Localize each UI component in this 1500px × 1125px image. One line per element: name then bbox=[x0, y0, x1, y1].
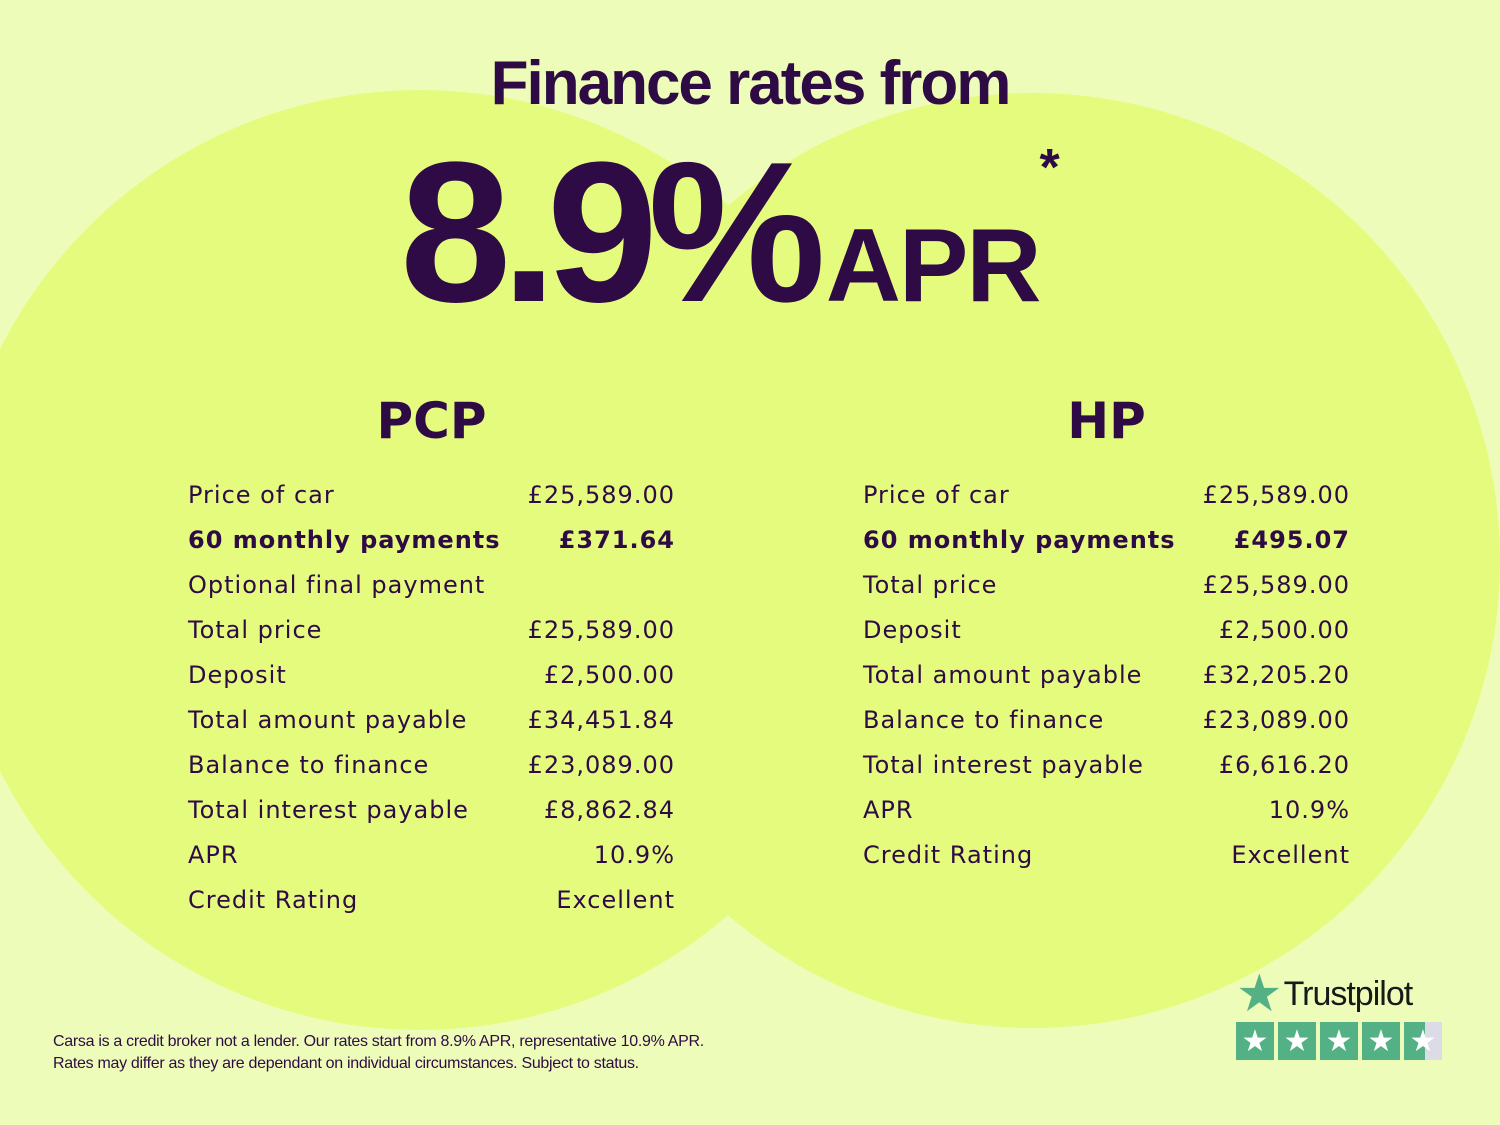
row-label: Total price bbox=[863, 570, 998, 599]
table-row: APR 10.9% bbox=[863, 787, 1350, 832]
row-value: £25,589.00 bbox=[527, 615, 675, 644]
table-row: Price of car £25,589.00 bbox=[863, 472, 1350, 517]
row-label: Price of car bbox=[863, 480, 1010, 509]
table-row: Balance to finance £23,089.00 bbox=[188, 742, 675, 787]
page-title: Finance rates from bbox=[490, 49, 1012, 118]
table-row: Credit Rating Excellent bbox=[188, 877, 675, 922]
rating-star-icon: ★ bbox=[1362, 1022, 1400, 1060]
row-value: £25,589.00 bbox=[527, 480, 675, 509]
table-row: Total interest payable £6,616.20 bbox=[863, 742, 1350, 787]
row-label: Credit Rating bbox=[863, 840, 1034, 869]
row-label: Total price bbox=[188, 615, 323, 644]
row-value: Excellent bbox=[556, 885, 675, 914]
rate-value: 8.9% bbox=[400, 121, 826, 344]
table-row: Balance to finance £23,089.00 bbox=[863, 697, 1350, 742]
rating-star-icon: ★ bbox=[1278, 1022, 1316, 1060]
row-value: £6,616.20 bbox=[1218, 750, 1350, 779]
table-row: Optional final payment bbox=[188, 562, 675, 607]
rating-star-icon: ★ bbox=[1404, 1022, 1442, 1060]
rating-star-icon: ★ bbox=[1320, 1022, 1358, 1060]
row-label: Price of car bbox=[188, 480, 335, 509]
table-row: 60 monthly payments £371.64 bbox=[188, 517, 675, 562]
background-circle-right bbox=[565, 93, 1500, 1028]
row-value: £371.64 bbox=[558, 525, 675, 554]
row-value: £25,589.00 bbox=[1202, 480, 1350, 509]
hp-heading: HP bbox=[1067, 392, 1146, 450]
table-row: Credit Rating Excellent bbox=[863, 832, 1350, 877]
table-row: Total amount payable £32,205.20 bbox=[863, 652, 1350, 697]
row-value: £2,500.00 bbox=[1218, 615, 1350, 644]
row-label: APR bbox=[188, 840, 239, 869]
table-row: Total price £25,589.00 bbox=[863, 562, 1350, 607]
row-value: 10.9% bbox=[593, 840, 675, 869]
row-label: APR bbox=[863, 795, 914, 824]
table-row: 60 monthly payments £495.07 bbox=[863, 517, 1350, 562]
row-label: Total interest payable bbox=[863, 750, 1144, 779]
table-row: Deposit £2,500.00 bbox=[863, 607, 1350, 652]
disclaimer-line-2: Rates may differ as they are dependant o… bbox=[53, 1055, 639, 1072]
pcp-heading: PCP bbox=[376, 392, 487, 450]
headline-rate: 8.9%APR * bbox=[400, 118, 1060, 348]
row-label: Total amount payable bbox=[863, 660, 1143, 689]
row-value: £34,451.84 bbox=[527, 705, 675, 734]
table-row: Total amount payable £34,451.84 bbox=[188, 697, 675, 742]
table-row: Total price £25,589.00 bbox=[188, 607, 675, 652]
row-value: £32,205.20 bbox=[1202, 660, 1350, 689]
trustpilot-name: Trustpilot bbox=[1283, 974, 1414, 1013]
trustpilot-rating: ★ ★ ★ ★ ★ bbox=[1236, 1022, 1442, 1060]
row-label: Optional final payment bbox=[188, 570, 486, 599]
row-value: Excellent bbox=[1231, 840, 1350, 869]
row-label: Deposit bbox=[188, 660, 287, 689]
trustpilot-badge[interactable]: ★ Trustpilot ★ ★ ★ ★ ★ bbox=[1236, 965, 1442, 1060]
row-value: 10.9% bbox=[1268, 795, 1350, 824]
row-value: £2,500.00 bbox=[543, 660, 675, 689]
row-label: 60 monthly payments bbox=[863, 525, 1176, 554]
disclaimer-line-1: Carsa is a credit broker not a lender. O… bbox=[53, 1033, 704, 1050]
rating-star-icon: ★ bbox=[1236, 1022, 1274, 1060]
trustpilot-star-icon: ★ bbox=[1236, 965, 1283, 1023]
table-row: Total interest payable £8,862.84 bbox=[188, 787, 675, 832]
table-row: Deposit £2,500.00 bbox=[188, 652, 675, 697]
row-label: Credit Rating bbox=[188, 885, 359, 914]
trustpilot-logo: ★ Trustpilot bbox=[1236, 965, 1442, 1023]
row-label: Balance to finance bbox=[188, 750, 430, 779]
table-row: Price of car £25,589.00 bbox=[188, 472, 675, 517]
row-label: Balance to finance bbox=[863, 705, 1105, 734]
disclaimer: Carsa is a credit broker not a lender. O… bbox=[53, 1031, 704, 1075]
row-value: £8,862.84 bbox=[543, 795, 675, 824]
row-value: £23,089.00 bbox=[527, 750, 675, 779]
table-row: APR 10.9% bbox=[188, 832, 675, 877]
row-label: Total amount payable bbox=[188, 705, 468, 734]
row-label: Deposit bbox=[863, 615, 962, 644]
pcp-table: PCP Price of car £25,589.00 60 monthly pay… bbox=[188, 392, 675, 922]
rate-apr: APR bbox=[825, 208, 1042, 324]
hp-table: HP Price of car £25,589.00 60 monthly paym… bbox=[863, 392, 1350, 877]
row-label: 60 monthly payments bbox=[188, 525, 501, 554]
row-value: £495.07 bbox=[1233, 525, 1350, 554]
row-value: £25,589.00 bbox=[1202, 570, 1350, 599]
row-label: Total interest payable bbox=[188, 795, 469, 824]
rate-asterisk: * bbox=[1039, 139, 1060, 197]
row-value: £23,089.00 bbox=[1202, 705, 1350, 734]
